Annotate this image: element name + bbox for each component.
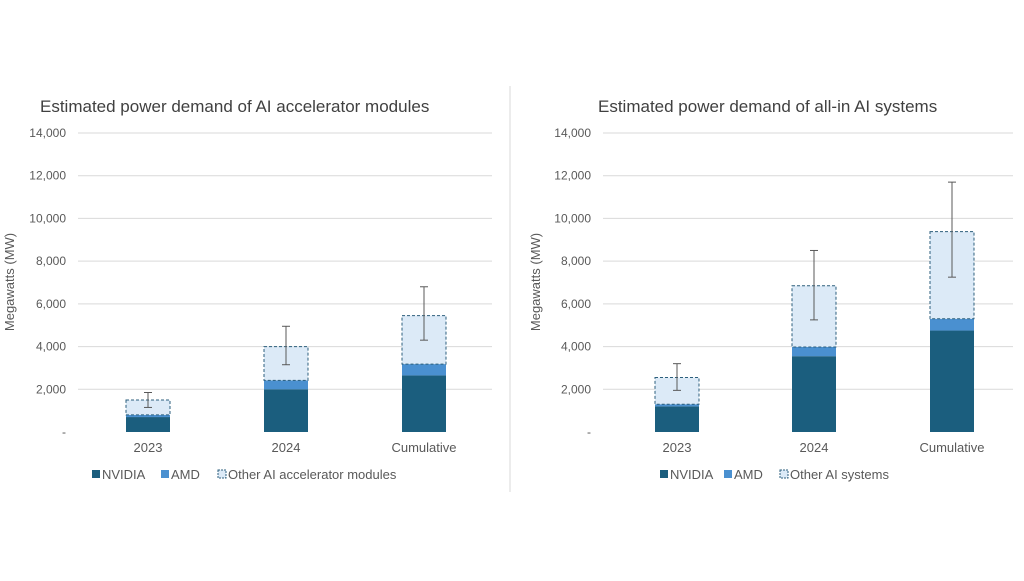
legend-swatch <box>779 469 789 479</box>
bar-segment <box>402 364 446 376</box>
x-tick-label: 2023 <box>663 440 692 455</box>
bar-segment <box>792 346 836 357</box>
x-tick-labels: 2023 2024 Cumulative <box>134 440 457 455</box>
chart-panel-all-in-systems: Estimated power demand of all-in AI syst… <box>528 97 1013 482</box>
y-tick-label: 2,000 <box>561 382 591 396</box>
legend-swatch <box>217 469 227 479</box>
y-tick-label: 10,000 <box>29 211 66 225</box>
bar-segment <box>126 417 170 432</box>
legend: NVIDIA AMD Other AI accelerator modules <box>92 467 397 482</box>
bar-segment <box>792 356 836 432</box>
error-bars <box>144 286 428 408</box>
legend-label: NVIDIA <box>670 467 714 482</box>
y-axis-label: Megawatts (MW) <box>528 233 543 331</box>
y-tick-label: 4,000 <box>36 340 66 354</box>
legend-swatch <box>161 470 169 478</box>
y-tick-label: 14,000 <box>29 126 66 140</box>
bar-segment <box>126 414 170 418</box>
bar-segment <box>930 318 974 331</box>
legend-swatch <box>724 470 732 478</box>
bar-segment <box>655 406 699 432</box>
bar-segment <box>930 330 974 432</box>
x-tick-label: 2024 <box>272 440 301 455</box>
y-tick-label: 6,000 <box>36 297 66 311</box>
legend-label: NVIDIA <box>102 467 146 482</box>
bar-segment <box>402 375 446 432</box>
x-tick-label: 2024 <box>800 440 829 455</box>
y-tick-label: 6,000 <box>561 297 591 311</box>
bars <box>654 231 975 432</box>
x-tick-label: Cumulative <box>391 440 456 455</box>
y-tick-label: - <box>587 425 591 439</box>
legend-label: AMD <box>171 467 200 482</box>
legend-swatch <box>92 470 100 478</box>
chart-panel-accelerator-modules: Estimated power demand of AI accelerator… <box>2 97 492 482</box>
y-tick-label: 14,000 <box>554 126 591 140</box>
chart-title: Estimated power demand of all-in AI syst… <box>598 97 937 116</box>
y-tick-labels: - 2,000 4,000 6,000 8,000 10,000 12,000 14,000 <box>554 126 591 439</box>
y-tick-label: 2,000 <box>36 382 66 396</box>
y-tick-labels: - 2,000 4,000 6,000 8,000 10,000 12,000 14,000 <box>29 126 66 439</box>
chart-title: Estimated power demand of AI accelerator… <box>40 97 429 116</box>
y-axis-label: Megawatts (MW) <box>2 233 17 331</box>
x-tick-labels: 2023 2024 Cumulative <box>663 440 985 455</box>
x-tick-label: 2023 <box>134 440 163 455</box>
legend: NVIDIA AMD Other AI systems <box>660 467 889 482</box>
legend-label: AMD <box>734 467 763 482</box>
legend-swatch <box>660 470 668 478</box>
legend-label: Other AI accelerator modules <box>228 467 397 482</box>
bar-segment <box>264 380 308 390</box>
y-tick-label: 12,000 <box>554 169 591 183</box>
y-tick-label: 12,000 <box>29 169 66 183</box>
y-tick-label: 8,000 <box>36 254 66 268</box>
x-tick-label: Cumulative <box>919 440 984 455</box>
y-tick-label: 10,000 <box>554 211 591 225</box>
y-tick-label: 4,000 <box>561 340 591 354</box>
y-tick-label: 8,000 <box>561 254 591 268</box>
bar-segment <box>655 404 699 407</box>
y-tick-label: - <box>62 425 66 439</box>
legend-label: Other AI systems <box>790 467 889 482</box>
bar-segment <box>264 389 308 432</box>
error-bars <box>673 181 956 391</box>
